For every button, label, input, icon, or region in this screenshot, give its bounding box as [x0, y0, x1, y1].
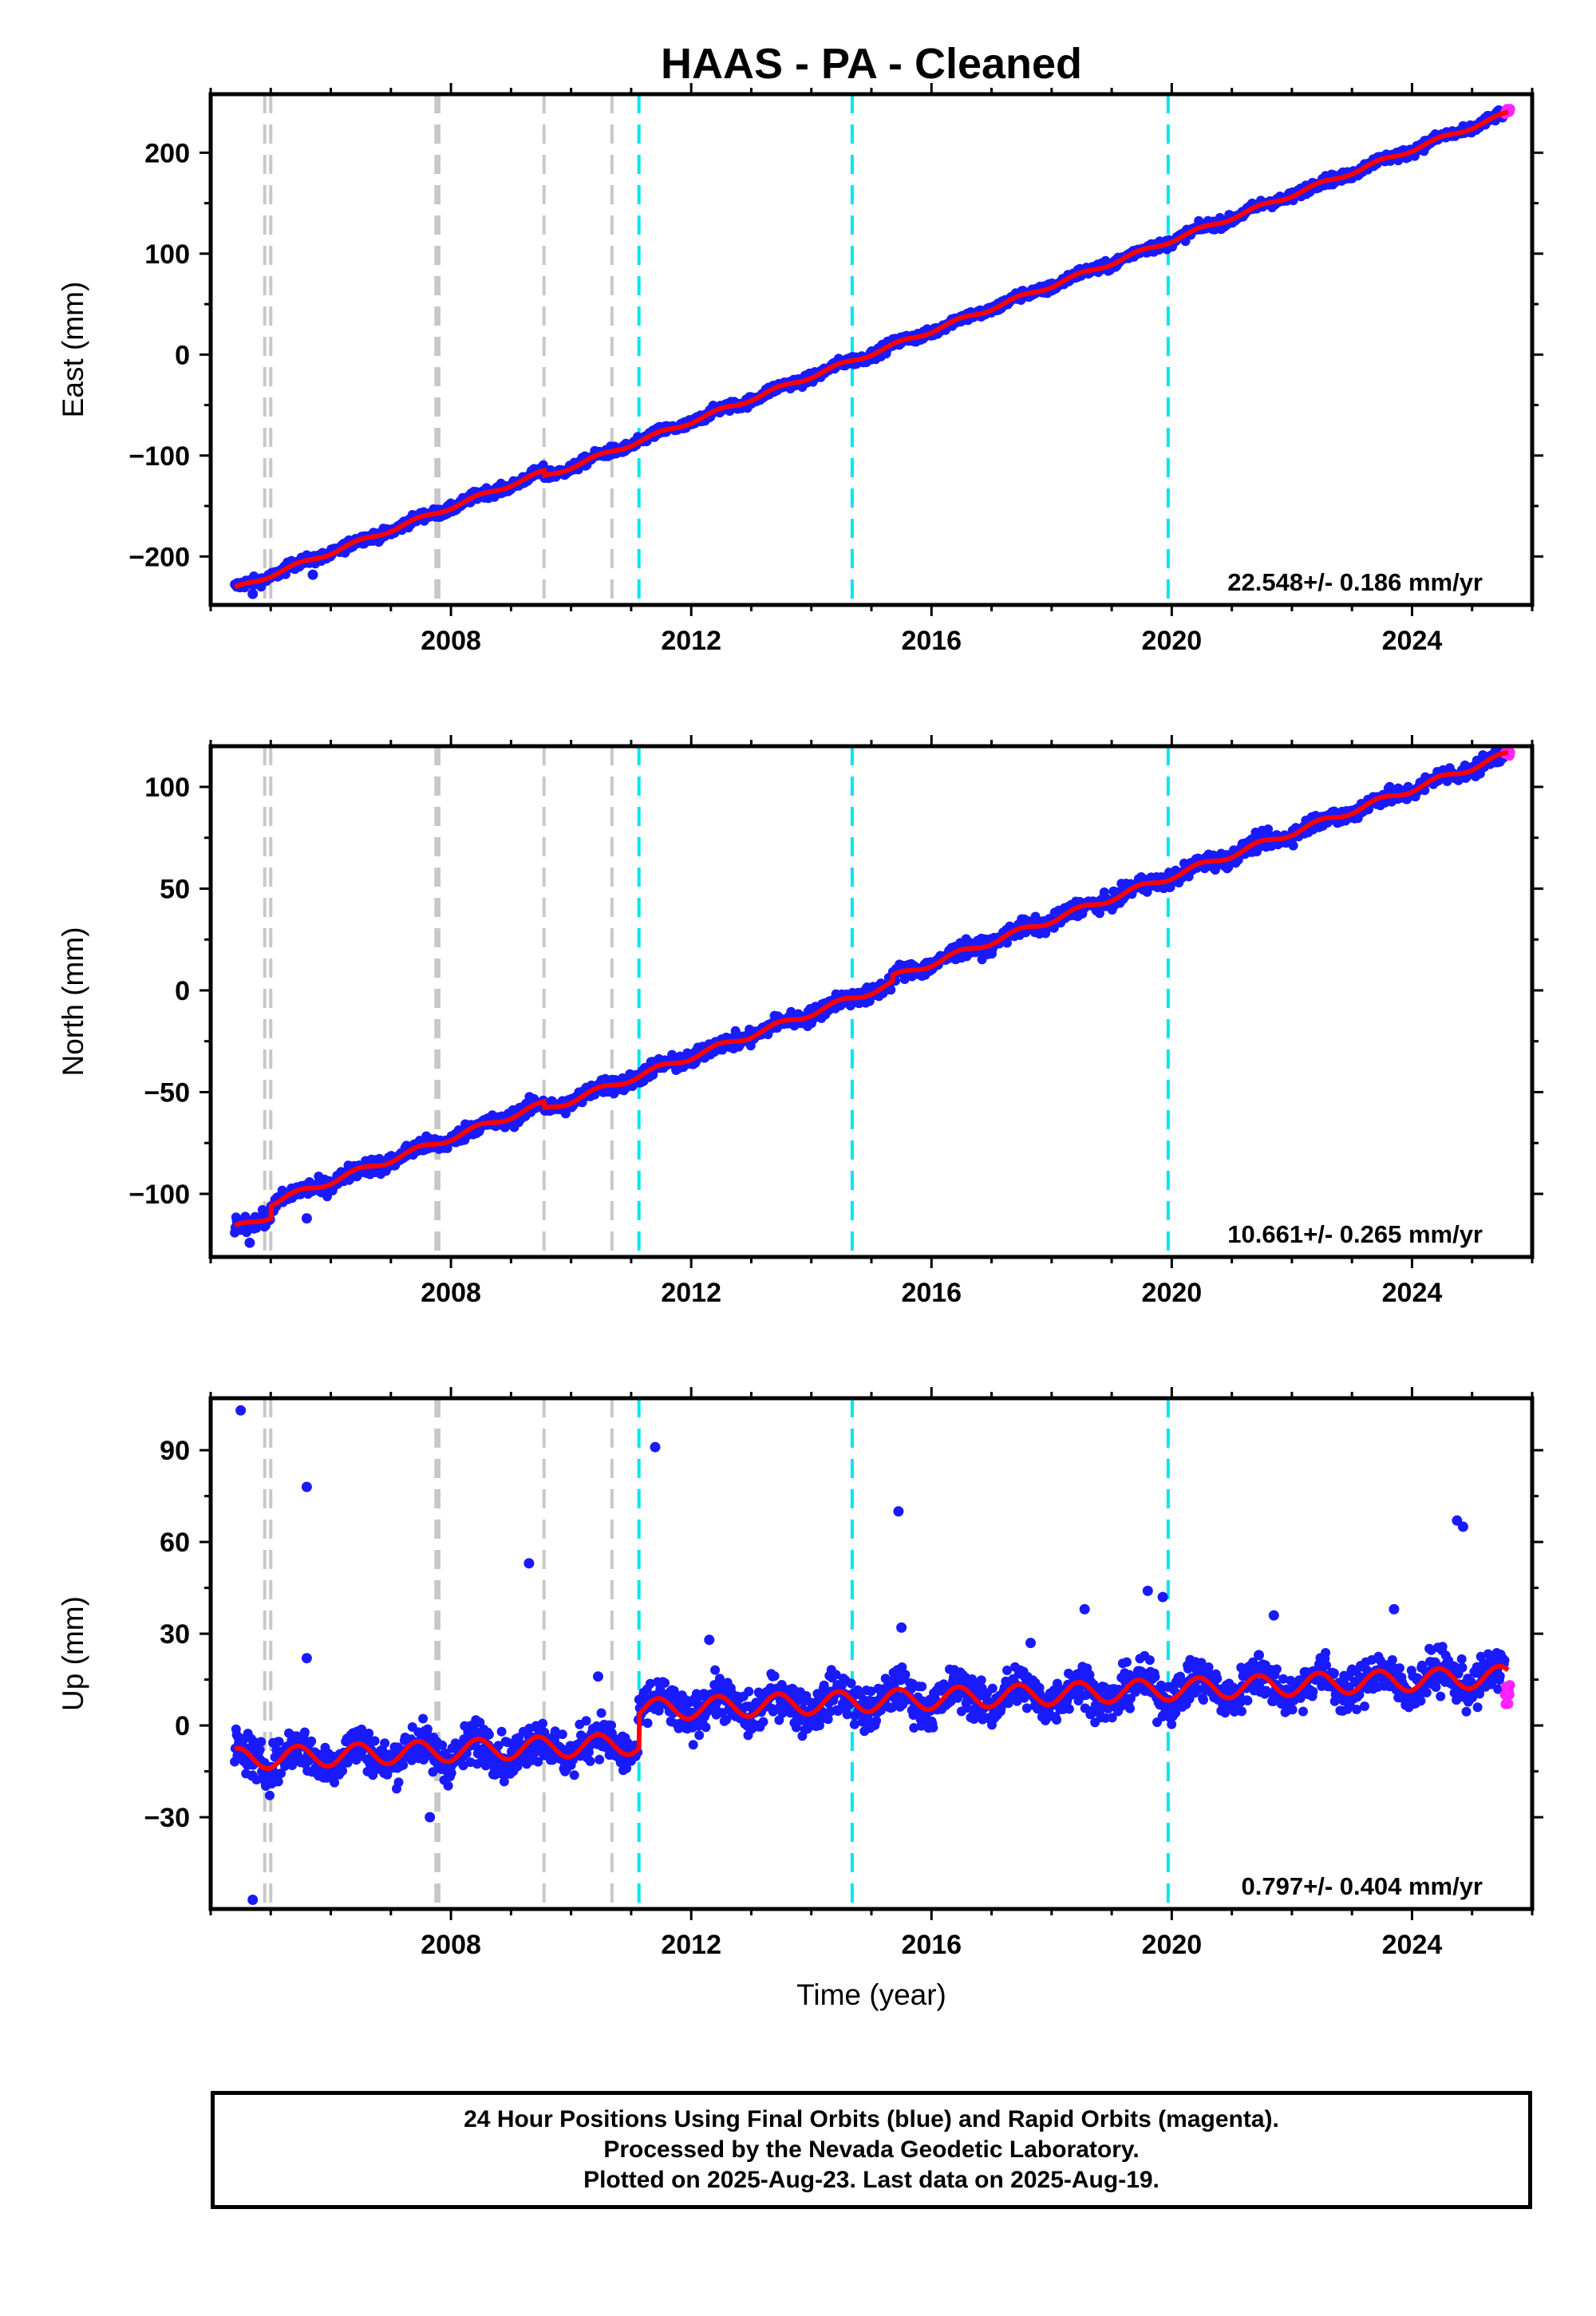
final-orbit-point — [758, 1717, 768, 1727]
final-orbit-point — [642, 1718, 653, 1729]
final-orbit-point — [538, 1718, 547, 1729]
final-orbit-point — [569, 1770, 579, 1780]
x-tick-label: 2020 — [1142, 1278, 1203, 1308]
final-orbit-point — [418, 1713, 429, 1724]
final-orbit-point — [660, 1678, 670, 1688]
final-orbit-point — [596, 1708, 606, 1718]
outlier-point — [247, 588, 259, 599]
final-orbit-point — [446, 1768, 456, 1778]
x-tick-label: 2020 — [1142, 626, 1203, 656]
final-orbit-point — [484, 1729, 494, 1740]
y-tick-label: −100 — [128, 441, 190, 472]
panel-north: 2008 2012 2016 2020 2024 −100 −50 0 50 100 North (… — [57, 735, 1543, 1308]
final-orbit-point — [369, 1736, 380, 1746]
model-fit-line — [233, 109, 1509, 590]
x-tick-label: 2008 — [421, 1278, 481, 1308]
y-tick-label: 0 — [175, 976, 190, 1006]
chart-title: HAAS - PA - Cleaned — [661, 40, 1082, 88]
final-orbit-point — [595, 1754, 605, 1765]
x-tick-label: 2024 — [1382, 626, 1443, 656]
y-tick-label: −50 — [144, 1077, 190, 1108]
final-orbit-point — [265, 1790, 275, 1800]
final-orbit-point — [299, 1727, 310, 1737]
final-orbit-point — [769, 1671, 780, 1682]
outlier-point — [301, 1213, 312, 1224]
x-tick-label: 2012 — [661, 1278, 721, 1308]
y-tick-label: 200 — [144, 138, 190, 168]
final-orbit-point — [538, 460, 548, 470]
final-orbit-point — [585, 1756, 595, 1766]
final-orbit-point — [273, 1777, 283, 1787]
plot-area — [230, 746, 1515, 1257]
x-tick-label: 2016 — [901, 626, 962, 656]
final-orbit-point — [422, 1724, 433, 1734]
final-orbit-point — [701, 1722, 711, 1733]
x-tick-label: 2008 — [421, 626, 481, 656]
velocity-label: 22.548+/- 0.186 mm/yr — [1227, 568, 1483, 596]
final-orbit-point — [688, 1740, 698, 1750]
final-orbit-point — [398, 1760, 409, 1770]
velocity-label: 10.661+/- 0.265 mm/yr — [1227, 1220, 1483, 1248]
final-orbit-point — [443, 1780, 453, 1791]
y-tick-label: 0 — [175, 340, 190, 370]
final-orbit-point — [380, 1738, 390, 1749]
y-axis-label: East (mm) — [57, 282, 89, 418]
outlier-point — [244, 1237, 255, 1248]
y-tick-label: −200 — [128, 542, 190, 572]
x-tick-label: 2024 — [1382, 1278, 1443, 1308]
final-orbit-point — [256, 1737, 267, 1747]
final-orbit-point — [744, 1686, 754, 1697]
plot-area — [230, 94, 1515, 605]
final-orbit-point — [364, 1729, 374, 1738]
final-orbit-point — [338, 1765, 348, 1776]
final-orbit-point — [306, 1736, 317, 1746]
final-orbit-point — [581, 1716, 591, 1726]
x-tick-label: 2016 — [901, 1278, 962, 1308]
y-tick-label: 50 — [160, 874, 190, 904]
y-axis-label: North (mm) — [57, 927, 89, 1076]
panel-east: 2008 2012 2016 2020 2024 −200 −100 0 100 200 East … — [57, 83, 1543, 656]
final-orbit-point — [557, 1729, 567, 1740]
outlier-point — [307, 569, 318, 580]
final-orbit-point — [710, 1665, 721, 1675]
y-tick-label: 100 — [144, 239, 190, 270]
final-orbit-point — [393, 1777, 404, 1788]
final-orbit-point — [1288, 840, 1298, 851]
final-orbit-point — [496, 1726, 507, 1737]
final-orbit-point — [694, 1730, 705, 1741]
y-tick-label: −100 — [128, 1180, 190, 1210]
final-orbit-point — [255, 1745, 265, 1755]
plot-area — [230, 1398, 1515, 1909]
y-tick-label: 100 — [144, 773, 190, 803]
x-tick-label: 2012 — [661, 626, 721, 656]
